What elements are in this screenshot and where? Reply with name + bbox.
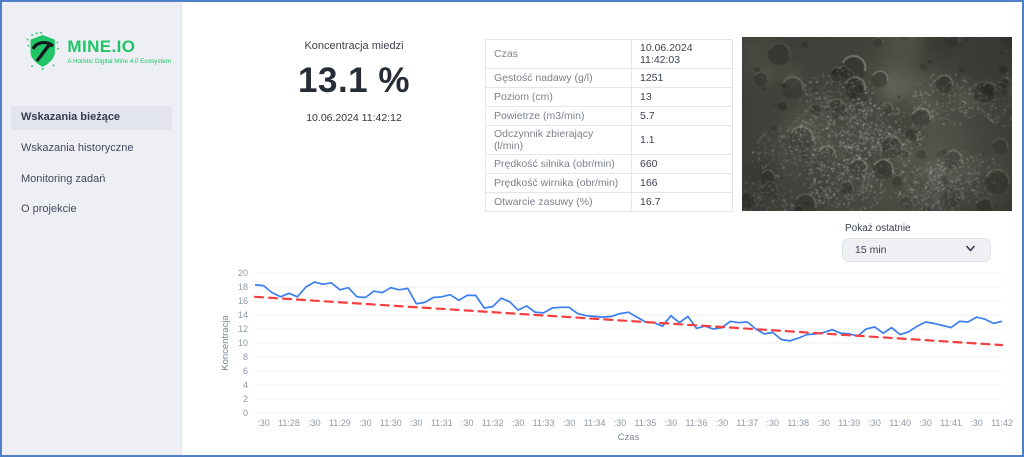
y-tick-label: 12 <box>238 324 248 334</box>
param-label: Otwarcie zasuwy (%) <box>485 192 632 212</box>
param-label: Gęstość nadawy (g/l) <box>485 68 632 88</box>
y-tick-label: 18 <box>238 282 248 292</box>
x-tick-label: :30 <box>257 418 270 428</box>
concentration-chart: 0 2 4 6 8 10 12 14 16 18 20 :30 11:28 :30 11:29 :30 11:3… <box>216 266 1016 453</box>
param-value: 1.1 <box>631 125 733 155</box>
x-tick-label: :30 <box>359 418 372 428</box>
time-range-select[interactable]: 15 min <box>842 238 991 262</box>
x-tick-label: :30 <box>563 418 576 428</box>
y-tick-label: 4 <box>243 380 248 390</box>
kpi-timestamp: 10.06.2024 11:42:12 <box>306 112 402 124</box>
table-row: Czas 10.06.2024 11:42:03 <box>485 39 733 69</box>
logo-text: MINE.IO A Holistic Digital Mine 4.0 Ecos… <box>67 38 171 65</box>
x-tick-label: 11:28 <box>278 418 300 428</box>
x-tick-label: :30 <box>512 418 525 428</box>
x-tick-label: :30 <box>919 418 932 428</box>
param-label: Poziom (cm) <box>485 87 632 107</box>
param-label: Czas <box>485 39 632 69</box>
app-tagline: A Holistic Digital Mine 4.0 Ecosystem <box>67 57 171 65</box>
x-tick-label: 11:38 <box>787 418 809 428</box>
x-tick-label: 11:30 <box>380 418 402 428</box>
x-tick-label: :30 <box>970 418 983 428</box>
x-tick-label: :30 <box>767 418 780 428</box>
kpi-title: Koncentracja miedzi <box>304 40 404 52</box>
froth-camera-image <box>742 37 1012 211</box>
table-row: Gęstość nadawy (g/l) 1251 <box>485 68 733 88</box>
param-value: 13 <box>631 87 733 107</box>
x-tick-label: :30 <box>665 418 678 428</box>
x-tick-label: :30 <box>716 418 729 428</box>
froth-texture <box>742 37 1012 211</box>
x-tick-label: :30 <box>308 418 321 428</box>
param-value: 16.7 <box>631 192 733 212</box>
sidebar: MINE.IO A Holistic Digital Mine 4.0 Ecos… <box>2 2 182 455</box>
app-title: MINE.IO <box>67 36 136 56</box>
sidebar-item-wskazania-biezace[interactable]: Wskazania bieżące <box>11 106 172 130</box>
concentration-chart-svg: 0 2 4 6 8 10 12 14 16 18 20 :30 11:28 :30 11:29 :30 11:3… <box>220 268 1013 443</box>
table-row: Poziom (cm) 13 <box>485 87 733 107</box>
x-tick-label: 11:40 <box>889 418 911 428</box>
y-tick-label: 0 <box>243 408 248 418</box>
param-label: Prędkość wirnika (obr/min) <box>485 173 632 193</box>
y-tick-label: 20 <box>238 268 248 278</box>
y-tick-label: 2 <box>243 394 248 404</box>
param-label: Powietrze (m3/min) <box>485 106 632 126</box>
x-tick-label: 11:42 <box>991 418 1013 428</box>
param-value: 660 <box>631 154 733 174</box>
param-value: 10.06.2024 11:42:03 <box>631 39 733 69</box>
y-tick-label: 8 <box>243 352 248 362</box>
table-row: Powietrze (m3/min) 5.7 <box>485 106 733 126</box>
table-row: Prędkość wirnika (obr/min) 166 <box>485 173 733 193</box>
x-tick-label: 11:33 <box>533 418 555 428</box>
x-tick-label: 11:29 <box>329 418 351 428</box>
x-tick-label: :30 <box>410 418 423 428</box>
concentration-line <box>254 281 1003 342</box>
x-axis-label: Czas <box>618 432 640 443</box>
pickaxe-shield-icon <box>26 31 59 70</box>
x-tick-label: :30 <box>817 418 830 428</box>
logo: MINE.IO A Holistic Digital Mine 4.0 Ecos… <box>2 2 181 92</box>
y-tick-label: 16 <box>238 296 248 306</box>
x-tick-label: 11:41 <box>940 418 962 428</box>
x-tick-label: 11:32 <box>482 418 504 428</box>
trend-line <box>253 295 1004 347</box>
x-tick-label: 11:35 <box>635 418 657 428</box>
x-tick-label: 11:37 <box>736 418 758 428</box>
table-row: Otwarcie zasuwy (%) 16.7 <box>485 192 733 212</box>
param-value: 5.7 <box>631 106 733 126</box>
x-tick-label: 11:31 <box>431 418 453 428</box>
y-tick-label: 14 <box>238 310 248 320</box>
param-value: 1251 <box>631 68 733 88</box>
table-row: Odczynnik zbierający (l/min) 1.1 <box>485 125 733 155</box>
x-tick-label: :30 <box>461 418 474 428</box>
y-tick-label: 10 <box>238 338 248 348</box>
x-tick-label: 11:36 <box>685 418 707 428</box>
kpi-value: 13.1 % <box>298 61 410 100</box>
x-tick-label: :30 <box>868 418 881 428</box>
sidebar-item-wskazania-historyczne[interactable]: Wskazania historyczne <box>21 141 134 154</box>
y-axis-label: Koncentracja <box>220 315 231 371</box>
x-tick-label: :30 <box>614 418 627 428</box>
x-tick-label: 11:34 <box>584 418 606 428</box>
param-label: Prędkość silnika (obr/min) <box>485 154 632 174</box>
kpi-block: Koncentracja miedzi 13.1 % 10.06.2024 11… <box>255 40 453 124</box>
y-tick-label: 6 <box>243 366 248 376</box>
table-row: Prędkość silnika (obr/min) 660 <box>485 154 733 174</box>
sidebar-nav: Wskazania bieżące Wskazania historyczne Mo… <box>2 106 181 222</box>
sidebar-item-o-projekcie[interactable]: O projekcie <box>21 203 77 216</box>
x-tick-label: 11:39 <box>838 418 860 428</box>
param-value: 166 <box>631 173 733 193</box>
sidebar-item-monitoring-zadan[interactable]: Monitoring zadań <box>21 172 106 185</box>
param-label: Odczynnik zbierający (l/min) <box>485 125 632 155</box>
time-filter-label: Pokaż ostatnie <box>845 223 911 234</box>
process-parameters-table: Czas 10.06.2024 11:42:03 Gęstość nadawy (g… <box>485 39 733 212</box>
